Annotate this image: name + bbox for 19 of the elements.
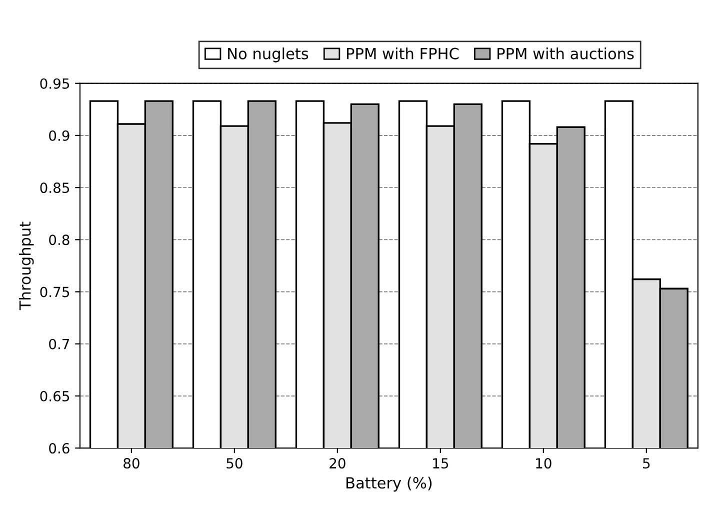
y-tick-label: 0.95 (40, 78, 70, 89)
legend-label: No nuglets (228, 48, 308, 62)
x-tick-label: 50 (226, 458, 242, 469)
x-tick-label: 80 (124, 458, 140, 469)
legend-label: PPM with FPHC (347, 48, 459, 60)
x-tick-label: 15 (433, 458, 448, 469)
y-tick-label: 0.75 (40, 286, 70, 298)
x-axis-title: Battery (%) (346, 476, 432, 492)
y-tick-label: 0.65 (40, 390, 70, 402)
y-axis-title: Throughput (18, 222, 34, 310)
y-tick-label: 0.7 (49, 338, 70, 350)
y-tick-label: 0.9 (49, 130, 70, 141)
legend-label: PPM with auctions (498, 48, 634, 60)
y-tick-label: 0.85 (40, 182, 70, 194)
y-tick-label: 0.8 (49, 234, 70, 246)
x-tick-label: 10 (536, 458, 552, 469)
y-tick-label: 0.6 (49, 443, 70, 454)
x-tick-label: 5 (643, 458, 650, 469)
x-tick-label: 20 (330, 458, 346, 469)
